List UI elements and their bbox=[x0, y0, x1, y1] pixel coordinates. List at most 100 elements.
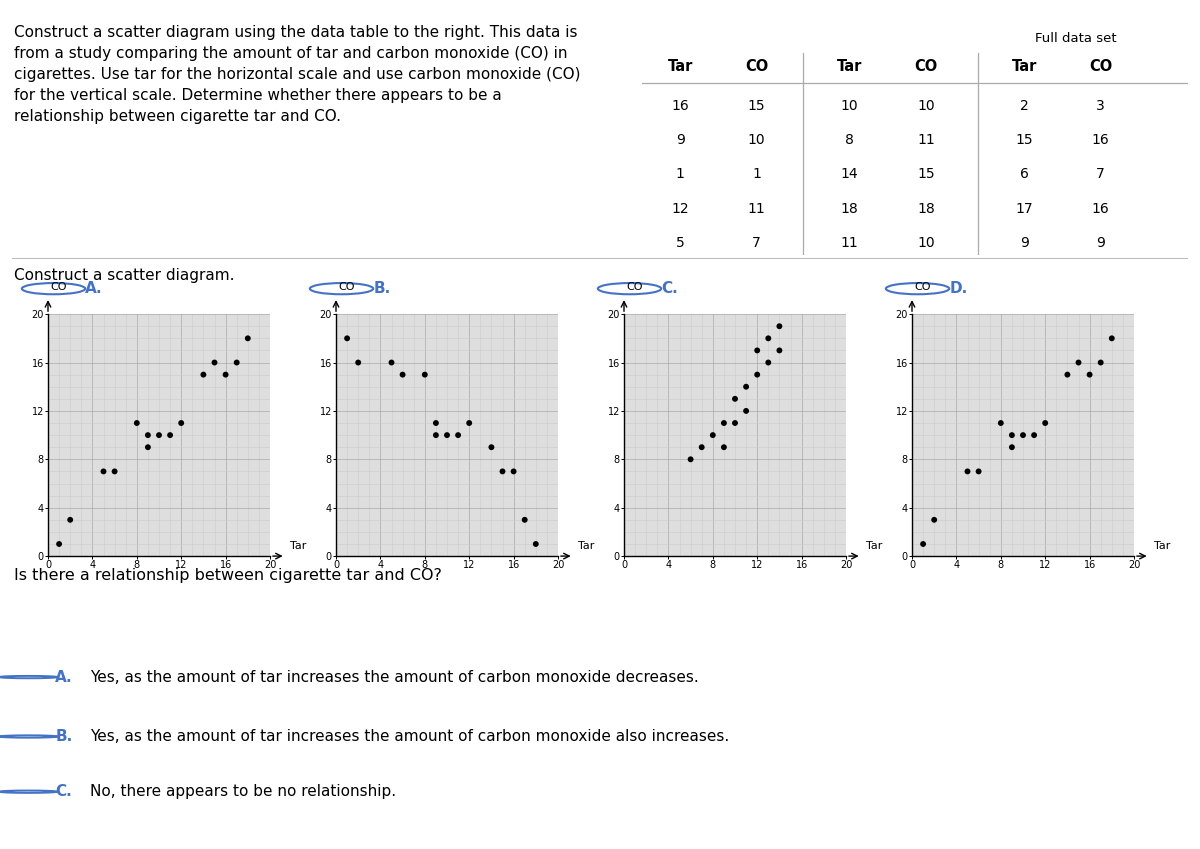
Text: 9: 9 bbox=[676, 133, 685, 147]
Point bbox=[194, 368, 214, 381]
Point bbox=[958, 464, 977, 478]
Text: 9: 9 bbox=[1020, 236, 1028, 250]
Point bbox=[526, 537, 545, 551]
Point bbox=[227, 356, 246, 369]
Point bbox=[415, 368, 434, 381]
Point bbox=[138, 429, 157, 442]
Text: D.: D. bbox=[949, 281, 967, 296]
Text: 1: 1 bbox=[752, 167, 761, 182]
Text: 16: 16 bbox=[1092, 133, 1110, 147]
Point bbox=[138, 441, 157, 454]
Point bbox=[238, 332, 258, 346]
Text: Tar: Tar bbox=[290, 542, 306, 551]
Point bbox=[49, 537, 68, 551]
Text: A.: A. bbox=[85, 281, 103, 296]
Point bbox=[426, 429, 445, 442]
Text: B.: B. bbox=[373, 281, 390, 296]
Text: Construct a scatter diagram using the data table to the right. This data is
from: Construct a scatter diagram using the da… bbox=[14, 25, 581, 125]
Point bbox=[1036, 416, 1055, 430]
Point bbox=[449, 429, 468, 442]
Point bbox=[1058, 368, 1078, 381]
Text: 1: 1 bbox=[676, 167, 685, 182]
Text: Yes, as the amount of tar increases the amount of carbon monoxide also increases: Yes, as the amount of tar increases the … bbox=[90, 729, 730, 744]
Point bbox=[682, 453, 701, 466]
Point bbox=[216, 368, 235, 381]
Point bbox=[1002, 429, 1021, 442]
Text: CO: CO bbox=[914, 59, 937, 74]
Point bbox=[692, 441, 712, 454]
Text: C.: C. bbox=[55, 784, 72, 799]
Point bbox=[161, 429, 180, 442]
Text: 16: 16 bbox=[1092, 202, 1110, 216]
Point bbox=[515, 513, 534, 526]
Point bbox=[991, 416, 1010, 430]
Point bbox=[437, 429, 456, 442]
Text: 18: 18 bbox=[917, 202, 935, 216]
Point bbox=[1002, 441, 1021, 454]
Point bbox=[726, 392, 745, 406]
Text: 16: 16 bbox=[671, 98, 689, 113]
Point bbox=[913, 537, 932, 551]
Text: 6: 6 bbox=[1020, 167, 1028, 182]
Text: Is there a relationship between cigarette tar and CO?: Is there a relationship between cigarett… bbox=[14, 569, 443, 583]
Point bbox=[337, 332, 356, 346]
Text: 10: 10 bbox=[748, 133, 766, 147]
Point bbox=[714, 416, 733, 430]
Point bbox=[149, 429, 168, 442]
Point bbox=[714, 441, 733, 454]
Text: 11: 11 bbox=[917, 133, 935, 147]
Text: Tar: Tar bbox=[578, 542, 594, 551]
Text: 9: 9 bbox=[1097, 236, 1105, 250]
Text: 7: 7 bbox=[752, 236, 761, 250]
Text: 3: 3 bbox=[1097, 98, 1105, 113]
Point bbox=[1080, 368, 1099, 381]
Point bbox=[504, 464, 523, 478]
Point bbox=[726, 416, 745, 430]
Text: 8: 8 bbox=[845, 133, 854, 147]
Point bbox=[349, 356, 368, 369]
Point bbox=[758, 332, 778, 346]
Text: Tar: Tar bbox=[667, 59, 692, 74]
Text: CO: CO bbox=[626, 283, 643, 292]
Text: 15: 15 bbox=[1015, 133, 1033, 147]
Text: Full data set: Full data set bbox=[1036, 32, 1117, 45]
Text: B.: B. bbox=[55, 729, 72, 744]
Text: Tar: Tar bbox=[866, 542, 882, 551]
Text: 2: 2 bbox=[1020, 98, 1028, 113]
Point bbox=[748, 368, 767, 381]
Text: 17: 17 bbox=[1015, 202, 1033, 216]
Point bbox=[737, 380, 756, 394]
Point bbox=[1013, 429, 1032, 442]
Point bbox=[1069, 356, 1088, 369]
Text: 11: 11 bbox=[748, 202, 766, 216]
Text: 11: 11 bbox=[841, 236, 858, 250]
Point bbox=[925, 513, 944, 526]
Point bbox=[770, 344, 790, 357]
Point bbox=[460, 416, 479, 430]
Point bbox=[770, 319, 790, 333]
Point bbox=[758, 356, 778, 369]
Point bbox=[94, 464, 113, 478]
Text: 10: 10 bbox=[841, 98, 858, 113]
Point bbox=[205, 356, 224, 369]
Text: CO: CO bbox=[745, 59, 768, 74]
Text: 5: 5 bbox=[676, 236, 684, 250]
Point bbox=[426, 416, 445, 430]
Point bbox=[703, 429, 722, 442]
Text: CO: CO bbox=[1090, 59, 1112, 74]
Text: 15: 15 bbox=[917, 167, 935, 182]
Point bbox=[1025, 429, 1044, 442]
Text: 10: 10 bbox=[917, 98, 935, 113]
Text: A.: A. bbox=[55, 670, 73, 684]
Point bbox=[382, 356, 401, 369]
Text: 14: 14 bbox=[841, 167, 858, 182]
Point bbox=[106, 464, 125, 478]
Point bbox=[172, 416, 191, 430]
Point bbox=[60, 513, 79, 526]
Text: Construct a scatter diagram.: Construct a scatter diagram. bbox=[14, 268, 235, 284]
Text: CO: CO bbox=[338, 283, 355, 292]
Text: Yes, as the amount of tar increases the amount of carbon monoxide decreases.: Yes, as the amount of tar increases the … bbox=[90, 670, 698, 684]
Text: Tar: Tar bbox=[1012, 59, 1037, 74]
Text: No, there appears to be no relationship.: No, there appears to be no relationship. bbox=[90, 784, 396, 799]
Point bbox=[737, 404, 756, 418]
